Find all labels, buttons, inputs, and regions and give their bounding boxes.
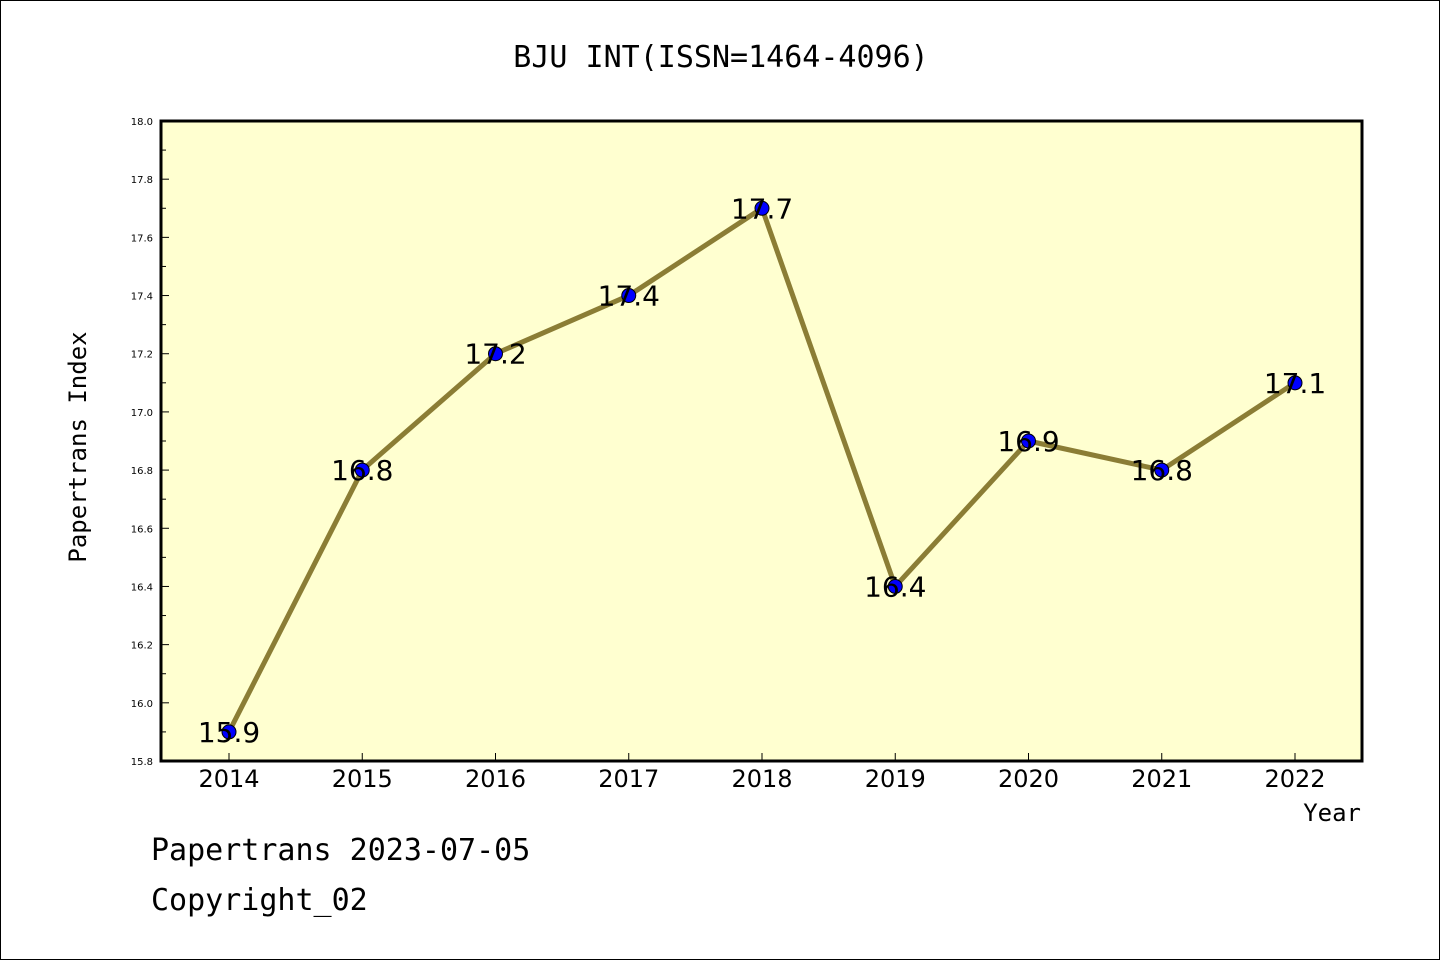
x-tick-label: 2022: [1264, 765, 1325, 793]
y-tick-label: 18.0: [131, 117, 153, 128]
y-tick-label: 16.4: [131, 582, 153, 593]
y-axis-label: Papertrans Index: [64, 331, 92, 562]
y-tick-label: 17.6: [131, 233, 153, 244]
y-tick-label: 15.8: [131, 757, 153, 768]
y-axis-ticks: 15.8 16.0 16.2 16.4 16.6 16.8 17.0 17.2 17.4 17.6…: [131, 117, 169, 768]
data-point: [488, 346, 503, 362]
data-markers: [221, 200, 1303, 740]
data-label: 17.7: [731, 192, 793, 225]
footer-source: Papertrans 2023-07-05: [151, 833, 531, 868]
data-label: 16.8: [331, 454, 393, 487]
x-axis-ticks: 2014 2015 2016 2017 2018 2019 2020 2021 2022: [198, 753, 1326, 793]
data-point: [221, 724, 237, 740]
data-point: [1154, 462, 1170, 478]
data-label: 15.9: [198, 716, 260, 749]
data-label: 16.4: [864, 570, 926, 603]
data-labels: 15.9 16.8 17.2 17.4 17.7 16.4 16.9 16.8 17.1: [198, 192, 1326, 749]
data-label: 16.9: [997, 425, 1059, 458]
x-tick-label: 2016: [465, 765, 526, 793]
data-point: [621, 288, 637, 304]
data-label: 16.8: [1131, 454, 1193, 487]
x-tick-label: 2014: [198, 765, 259, 793]
data-label: 17.2: [464, 338, 526, 371]
footer-copyright: Copyright_02: [151, 883, 368, 918]
y-tick-label: 17.0: [131, 408, 153, 419]
y-tick-label: 17.8: [131, 175, 153, 186]
x-tick-label: 2017: [598, 765, 659, 793]
x-tick-label: 2015: [332, 765, 393, 793]
y-tick-label: 16.8: [131, 466, 153, 477]
x-tick-label: 2018: [731, 765, 792, 793]
data-point: [1021, 433, 1036, 449]
data-point: [887, 578, 903, 594]
x-tick-label: 2020: [998, 765, 1059, 793]
data-point: [754, 200, 770, 216]
y-tick-label: 17.2: [131, 350, 153, 361]
plot-area: [159, 119, 1364, 763]
y-tick-label: 16.6: [131, 524, 153, 535]
y-tick-label: 16.0: [131, 699, 153, 710]
data-label: 17.1: [1264, 367, 1326, 400]
chart-title: BJU INT(ISSN=1464-4096): [513, 40, 928, 75]
y-tick-label: 17.4: [131, 292, 153, 303]
data-label: 17.4: [598, 280, 660, 313]
data-point: [354, 462, 370, 478]
x-axis-label: Year: [1303, 799, 1361, 827]
data-point: [1287, 375, 1303, 391]
x-tick-label: 2019: [865, 765, 926, 793]
y-tick-label: 16.2: [131, 641, 153, 652]
x-tick-label: 2021: [1131, 765, 1192, 793]
